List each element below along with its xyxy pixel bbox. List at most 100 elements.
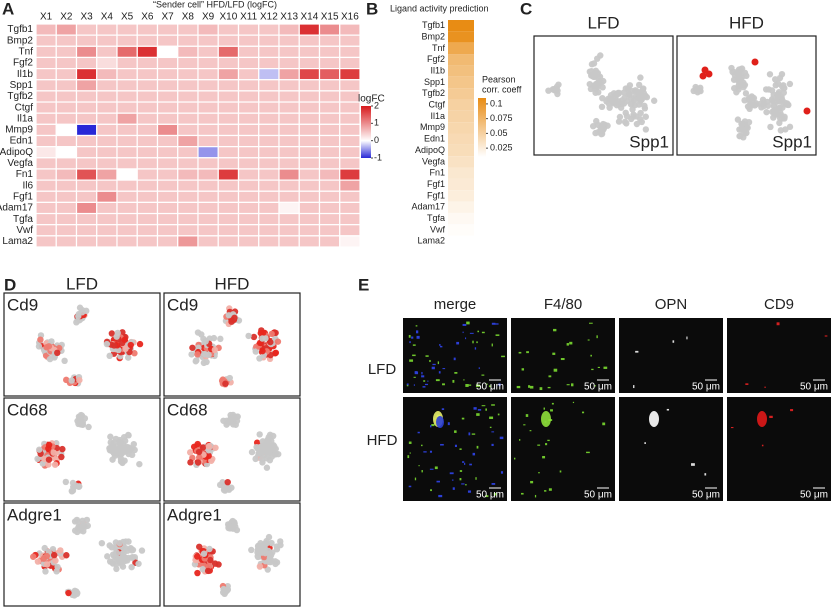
speck: [427, 380, 429, 382]
channel-label: CD9: [764, 296, 794, 313]
cell-dot: [202, 338, 209, 345]
cell-dot: [120, 549, 127, 557]
speck: [442, 368, 446, 370]
heatmap-cell: [177, 56, 199, 70]
speck: [406, 383, 409, 386]
speck: [465, 337, 467, 340]
heatmap-cell: [217, 34, 240, 47]
cell-dot: [256, 355, 263, 362]
heatmap-cell: [35, 168, 57, 181]
cell-dot: [597, 127, 605, 134]
heatmap-cell: [258, 235, 280, 248]
speck: [456, 341, 460, 345]
scale-bar-label: 50 μm: [584, 490, 612, 501]
gene-label: Spp1: [629, 132, 669, 151]
heatmap-cell: [197, 146, 219, 159]
heatmap-cell: [318, 79, 341, 92]
cell-dot: [113, 565, 120, 573]
speck: [594, 385, 597, 387]
speck: [453, 357, 456, 361]
cell-dot: [607, 92, 615, 99]
cell-dot: [638, 96, 646, 103]
speck: [441, 408, 445, 411]
heatmap-cell: [278, 235, 300, 248]
speck: [824, 335, 828, 337]
heatmap-cell: [75, 67, 98, 81]
colorbar-tick-label: -1: [374, 152, 382, 162]
speck: [462, 331, 464, 334]
heatmap-cell: [298, 67, 321, 81]
row-label: Ctgf: [15, 102, 34, 113]
speck: [432, 363, 436, 366]
heatmap-cell: [156, 190, 179, 203]
heatmap-cell: [177, 90, 199, 103]
heatmap-cell: [339, 134, 361, 148]
speck: [438, 494, 443, 498]
cell-dot: [260, 448, 267, 455]
speck: [516, 385, 521, 389]
column-label: X15: [321, 12, 339, 23]
heatmap-cell: [339, 123, 361, 137]
cell-dot: [194, 459, 202, 466]
heatmap-cell: [217, 79, 240, 92]
condition-label: HFD: [215, 274, 250, 293]
heatmap-cell: [35, 101, 57, 114]
cell-dot: [593, 117, 600, 125]
column-label: X10: [219, 12, 237, 23]
cell-dot: [122, 345, 129, 353]
speck: [489, 416, 494, 419]
heatmap-cell: [339, 201, 361, 215]
heatmap-cell: [75, 201, 98, 215]
cell-dot: [623, 120, 630, 127]
heatmap-cell: [318, 101, 341, 114]
cell-dot: [640, 85, 647, 92]
signal: [649, 411, 659, 427]
heatmap-cell: [35, 79, 57, 92]
cell-dot: [226, 374, 233, 382]
row-label: Il1a: [430, 111, 445, 121]
heatmap-cell: [35, 123, 57, 137]
cell-dot: [764, 102, 772, 109]
heatmap-cell: [318, 190, 341, 203]
cell-dot: [745, 95, 752, 102]
cell-dot: [138, 547, 146, 554]
heatmap-cell: [318, 90, 341, 103]
cell-dot: [186, 449, 194, 456]
heatmap-cell: [177, 157, 199, 170]
speck: [481, 331, 485, 334]
heatmap-cell: [156, 201, 179, 215]
speck: [633, 385, 635, 389]
speck: [440, 443, 444, 446]
speck: [548, 488, 552, 491]
scale-bar-label: 50 μm: [800, 382, 828, 393]
cell-dot: [750, 94, 758, 102]
heatmap-cell: [177, 212, 199, 226]
speck: [587, 339, 590, 341]
heatmap-cell: [35, 179, 57, 192]
speck: [691, 463, 695, 466]
speck: [548, 375, 552, 378]
heatmap-cell: [35, 190, 57, 203]
heatmap-cell: [318, 224, 341, 237]
heatmap-cell: [156, 168, 179, 181]
cell-dot: [62, 478, 70, 486]
heatmap-cell: [177, 79, 199, 92]
heatmap-cell: [258, 212, 280, 226]
heatmap-cell: [177, 235, 199, 248]
speck: [431, 424, 435, 427]
heatmap-cell: [197, 90, 219, 103]
cell-dot: [629, 106, 636, 113]
cell-dot: [758, 104, 765, 111]
heatmap-cell: [217, 45, 240, 59]
heatmap-cell: [217, 134, 240, 148]
heatmap-cell: [116, 45, 138, 59]
cell-dot: [106, 542, 113, 549]
speck: [494, 323, 499, 325]
cell-dot: [43, 561, 51, 568]
heatmap-cell: [339, 101, 361, 114]
heatmap-cell: [177, 67, 199, 81]
heatmap-cell: [197, 79, 219, 92]
speck: [429, 450, 433, 453]
cell-dot: [135, 560, 142, 567]
heatmap-cell: [96, 224, 118, 237]
